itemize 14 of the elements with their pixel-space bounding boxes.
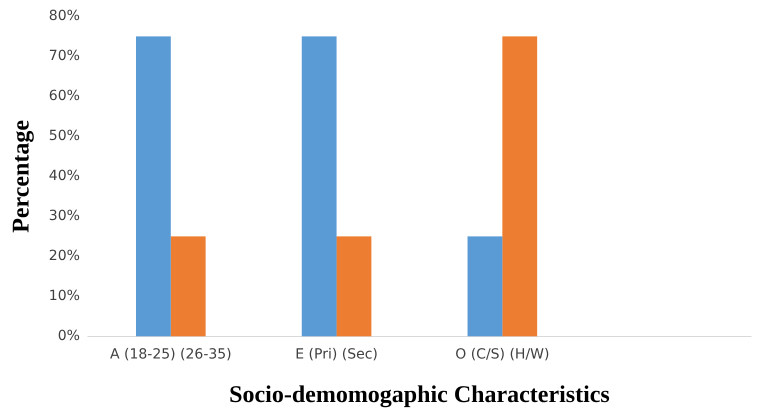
x-tick-label: A (18-25) (26-35) [110,346,232,362]
y-tick-label: 20% [48,248,80,264]
y-tick-label: 80% [48,8,80,24]
x-tick-label: O (C/S) (H/W) [455,346,550,362]
x-axis-title: Socio-demomogaphic Characteristics [229,382,610,408]
y-tick-label: 0% [58,328,80,344]
x-tick-label: E (Pri) (Sec) [295,346,378,362]
y-axis-title: Percentage [8,120,35,233]
y-tick-label: 30% [48,208,80,224]
y-tick-label: 10% [48,288,80,304]
y-tick-label: 60% [48,88,80,104]
y-tick-label: 50% [48,128,80,144]
y-tick-label: 70% [48,48,80,64]
y-tick-label: 40% [48,168,80,184]
